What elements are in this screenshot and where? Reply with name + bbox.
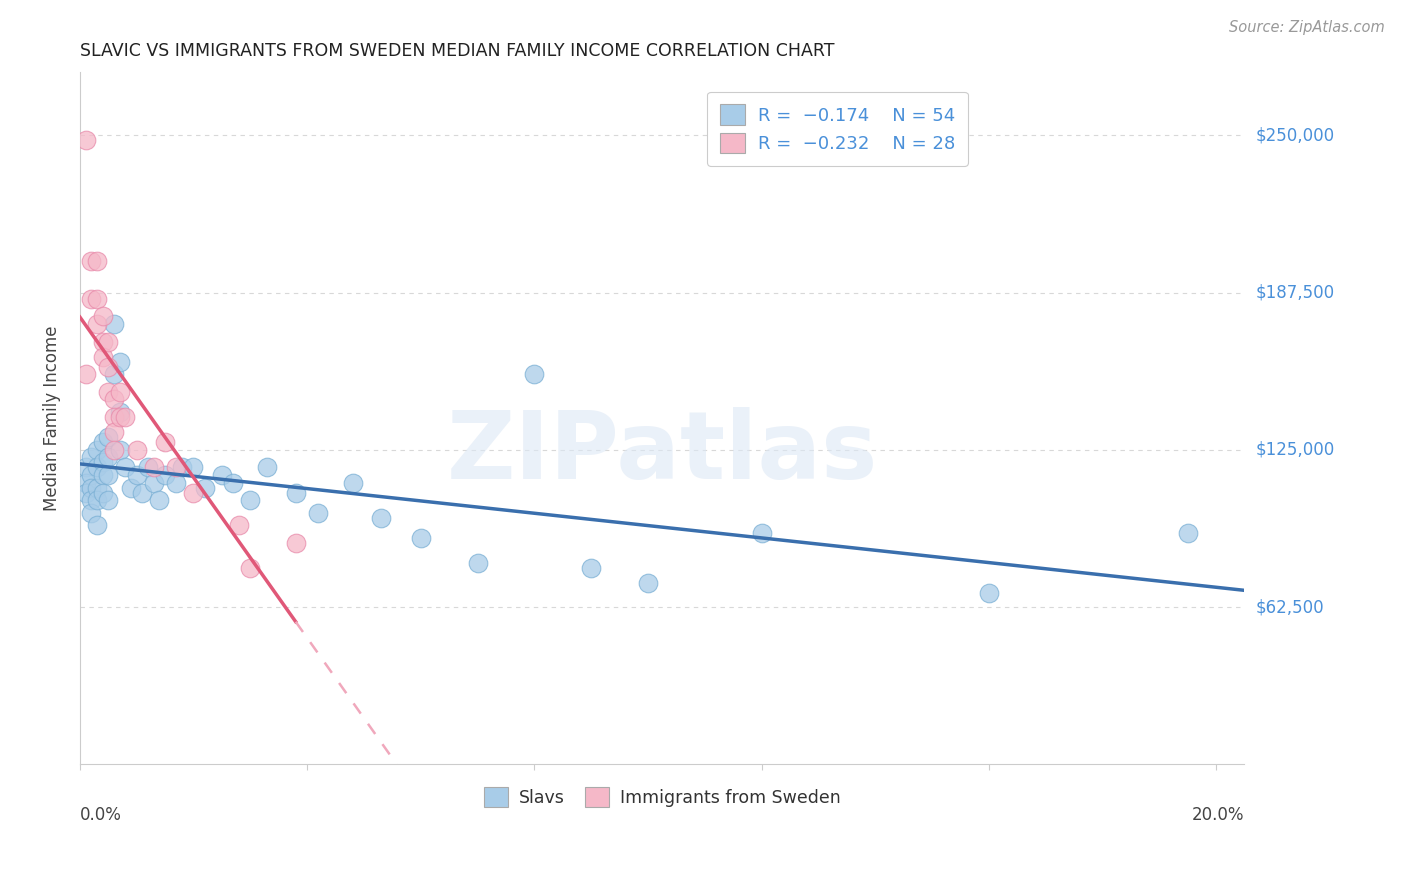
Point [211, 467, 233, 482]
Point [284, 485, 307, 500]
Point [86, 254, 108, 268]
Point [91, 310, 114, 324]
Y-axis label: Median Family Income: Median Family Income [44, 326, 60, 511]
Text: 0.0%: 0.0% [80, 805, 122, 824]
Point [75, 460, 97, 475]
Point [86, 317, 108, 331]
Point [103, 368, 125, 382]
Point [80, 467, 103, 482]
Point [108, 410, 131, 425]
Point [91, 485, 114, 500]
Point [131, 485, 153, 500]
Text: SLAVIC VS IMMIGRANTS FROM SWEDEN MEDIAN FAMILY INCOME CORRELATION CHART: SLAVIC VS IMMIGRANTS FROM SWEDEN MEDIAN … [80, 42, 834, 60]
Point [80, 481, 103, 495]
Point [91, 435, 114, 450]
Point [91, 455, 114, 469]
Point [97, 467, 120, 482]
Point [342, 475, 364, 490]
Point [637, 576, 659, 591]
Point [91, 350, 114, 364]
Point [80, 254, 103, 268]
Point [75, 485, 97, 500]
Point [86, 518, 108, 533]
Point [86, 292, 108, 306]
Point [103, 425, 125, 440]
Point [97, 430, 120, 444]
Text: ZIPatlas: ZIPatlas [447, 407, 877, 499]
Point [114, 410, 136, 425]
Point [239, 561, 262, 575]
Text: $62,500: $62,500 [1256, 598, 1324, 616]
Point [467, 556, 489, 570]
Point [86, 460, 108, 475]
Point [125, 442, 148, 457]
Point [97, 450, 120, 465]
Point [103, 410, 125, 425]
Point [148, 493, 170, 508]
Point [91, 467, 114, 482]
Point [108, 355, 131, 369]
Point [97, 384, 120, 399]
Point [97, 493, 120, 508]
Point [80, 493, 103, 508]
Legend: Slavs, Immigrants from Sweden: Slavs, Immigrants from Sweden [474, 777, 851, 818]
Point [103, 317, 125, 331]
Text: $250,000: $250,000 [1256, 127, 1334, 145]
Point [142, 460, 165, 475]
Point [114, 460, 136, 475]
Point [409, 531, 432, 545]
Point [75, 133, 97, 147]
Text: $125,000: $125,000 [1256, 441, 1334, 458]
Point [108, 442, 131, 457]
Point [103, 392, 125, 407]
Point [75, 368, 97, 382]
Point [284, 536, 307, 550]
Point [97, 359, 120, 374]
Point [194, 481, 217, 495]
Point [75, 475, 97, 490]
Point [165, 475, 187, 490]
Point [86, 493, 108, 508]
Point [222, 475, 245, 490]
Point [183, 460, 205, 475]
Point [103, 442, 125, 457]
Point [153, 435, 176, 450]
Point [80, 450, 103, 465]
Point [183, 485, 205, 500]
Point [108, 384, 131, 399]
Point [370, 510, 392, 524]
Point [80, 506, 103, 520]
Point [108, 405, 131, 419]
Point [86, 481, 108, 495]
Point [307, 506, 329, 520]
Point [165, 460, 187, 475]
Point [579, 561, 602, 575]
Point [136, 460, 159, 475]
Point [1177, 525, 1199, 540]
Point [256, 460, 278, 475]
Point [97, 334, 120, 349]
Text: $187,500: $187,500 [1256, 284, 1334, 301]
Text: 20.0%: 20.0% [1192, 805, 1244, 824]
Text: Source: ZipAtlas.com: Source: ZipAtlas.com [1229, 20, 1385, 35]
Point [523, 368, 546, 382]
Point [125, 467, 148, 482]
Point [977, 586, 1000, 600]
Point [172, 460, 194, 475]
Point [91, 334, 114, 349]
Point [228, 518, 250, 533]
Point [142, 475, 165, 490]
Point [153, 467, 176, 482]
Point [86, 442, 108, 457]
Point [239, 493, 262, 508]
Point [120, 481, 142, 495]
Point [751, 525, 773, 540]
Point [80, 292, 103, 306]
